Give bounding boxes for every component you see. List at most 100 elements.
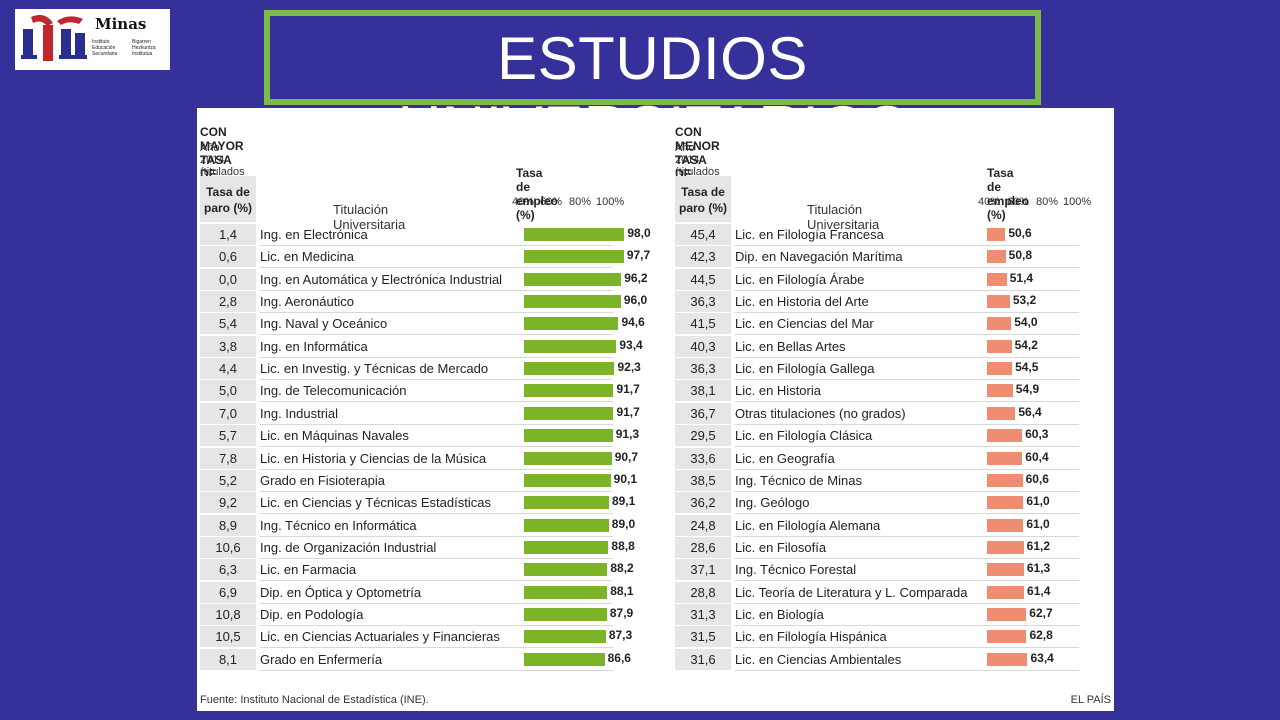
- logo-sub-line: Instituto: [92, 39, 110, 45]
- row-divider: [735, 468, 1079, 470]
- titulacion-column-header: Titulación Universitaria: [807, 202, 880, 232]
- titulacion-label: Ing. en Informática: [260, 338, 368, 354]
- bar-value-label: 90,7: [614, 449, 639, 464]
- titulacion-label: Lic. en Ciencias Ambientales: [735, 651, 902, 667]
- titulacion-label: Otras titulaciones (no grados): [735, 405, 906, 421]
- row-divider: [260, 401, 613, 403]
- titulacion-label: Lic. en Historia: [735, 383, 821, 399]
- bar-value-label: 61,3: [1026, 561, 1051, 576]
- bar-value-label: 62,7: [1029, 605, 1053, 620]
- paro-value: 41,5: [675, 313, 731, 335]
- axis-tick: 80%: [1036, 196, 1059, 208]
- paro-value: 42,3: [675, 246, 731, 268]
- bar-mark: [987, 585, 1025, 599]
- paro-value: 10,5: [200, 626, 256, 648]
- titulacion-label: Lic. Teoría de Literatura y L. Comparada: [735, 584, 968, 600]
- paro-value: 2,8: [200, 291, 256, 313]
- row-divider: [735, 423, 1079, 425]
- paro-value: 28,8: [675, 581, 731, 603]
- paro-value: 36,7: [675, 402, 731, 424]
- bar-value-label: 88,1: [610, 583, 634, 598]
- bar-mark: [524, 228, 625, 241]
- titulacion-label: Ing. en Automática y Electrónica Industr…: [260, 271, 503, 287]
- row-divider: [260, 468, 613, 470]
- bar-value-label: 93,4: [619, 337, 643, 352]
- row-divider: [735, 245, 1079, 246]
- bar-mark: [524, 518, 609, 532]
- bar-value-label: 56,4: [1018, 404, 1042, 419]
- bar-mark: [524, 607, 607, 621]
- axis-tick: 100%: [596, 196, 625, 208]
- titulacion-label: Lic. en Biología: [735, 606, 824, 622]
- paro-value: 6,3: [200, 559, 256, 581]
- row-divider: [260, 245, 613, 246]
- titulacion-column-header: Titulación Universitaria: [333, 202, 406, 232]
- paro-value: 38,1: [675, 380, 731, 402]
- titulacion-label: Lic. en Filología Francesa: [735, 227, 884, 242]
- row-divider: [735, 267, 1079, 269]
- paro-value: 1,4: [200, 224, 256, 245]
- bar-value-label: 61,0: [1026, 494, 1050, 509]
- bar-mark: [524, 540, 609, 554]
- bar-value-label: 91,3: [615, 427, 640, 442]
- row-divider: [735, 580, 1079, 582]
- paro-value: 40,3: [675, 335, 731, 357]
- bar-value-label: 89,0: [611, 516, 636, 531]
- bar-value-label: 94,6: [621, 315, 645, 330]
- axis-tick: 80%: [569, 196, 592, 208]
- source-note: Fuente: Instituto Nacional de Estadístic…: [200, 694, 429, 706]
- bar-value-label: 88,2: [610, 561, 634, 576]
- bar-mark: [524, 496, 609, 510]
- paro-value: 5,7: [200, 425, 256, 447]
- bar-mark: [987, 384, 1013, 398]
- row-divider: [260, 312, 613, 314]
- paro-value: 7,0: [200, 402, 256, 424]
- titulacion-label: Dip. en Podología: [260, 606, 364, 622]
- paro-value: 44,5: [675, 268, 731, 290]
- bar-value-label: 61,4: [1027, 583, 1051, 598]
- titulacion-label: Lic. en Filología Clásica: [735, 428, 873, 444]
- bar-mark: [524, 317, 619, 331]
- bar-mark: [524, 563, 608, 577]
- row-divider: [735, 624, 1079, 626]
- logo-sub-line: Educación: [92, 45, 116, 51]
- logo-sub-line: Hezkuntza: [132, 45, 156, 51]
- paro-value: 8,9: [200, 514, 256, 536]
- titulacion-label: Ing. Industrial: [260, 405, 339, 421]
- titulacion-label: Dip. en Óptica y Optometría: [260, 584, 422, 600]
- logo-sub-line: Bigarren: [132, 39, 151, 45]
- titulacion-label: Grado en Fisioterapia: [260, 472, 386, 488]
- titulacion-label: Lic. en Farmacia: [260, 562, 357, 578]
- paro-header-line: paro (%): [204, 201, 252, 215]
- paro-column-header: Tasa de paro (%): [200, 176, 256, 222]
- row-divider: [735, 490, 1079, 492]
- paro-value: 36,2: [675, 492, 731, 514]
- row-divider: [260, 602, 613, 604]
- titulacion-label: Lic. en Máquinas Navales: [260, 428, 409, 444]
- bar-mark: [987, 652, 1028, 666]
- bar-value-label: 92,3: [617, 360, 641, 375]
- paro-value: 0,0: [200, 268, 256, 290]
- paro-value: 9,2: [200, 492, 256, 514]
- minas-logo: Minas Instituto Educación Secundaria Big…: [15, 9, 170, 70]
- row-divider: [735, 669, 1079, 671]
- row-divider: [260, 580, 613, 582]
- bar-mark: [524, 406, 614, 420]
- bar-value-label: 98,0: [627, 226, 651, 240]
- bar-mark: [987, 362, 1013, 376]
- bar-value-label: 88,8: [611, 538, 635, 553]
- titulacion-label: Ing. Aeronáutico: [260, 294, 354, 310]
- row-divider: [735, 602, 1079, 604]
- row-divider: [260, 490, 613, 492]
- title-box: ESTUDIOS UNIVERSITARIOS: [264, 10, 1041, 161]
- row-divider: [260, 423, 613, 425]
- bar-mark: [987, 406, 1016, 420]
- bar-mark: [987, 451, 1023, 465]
- paro-value: 3,8: [200, 335, 256, 357]
- bar-value-label: 60,6: [1025, 471, 1049, 486]
- row-divider: [735, 446, 1079, 448]
- titulacion-label: Lic. en Ciencias del Mar: [735, 316, 874, 332]
- bar-mark: [524, 362, 615, 376]
- bar-value-label: 60,3: [1025, 427, 1049, 442]
- bar-mark: [987, 563, 1024, 577]
